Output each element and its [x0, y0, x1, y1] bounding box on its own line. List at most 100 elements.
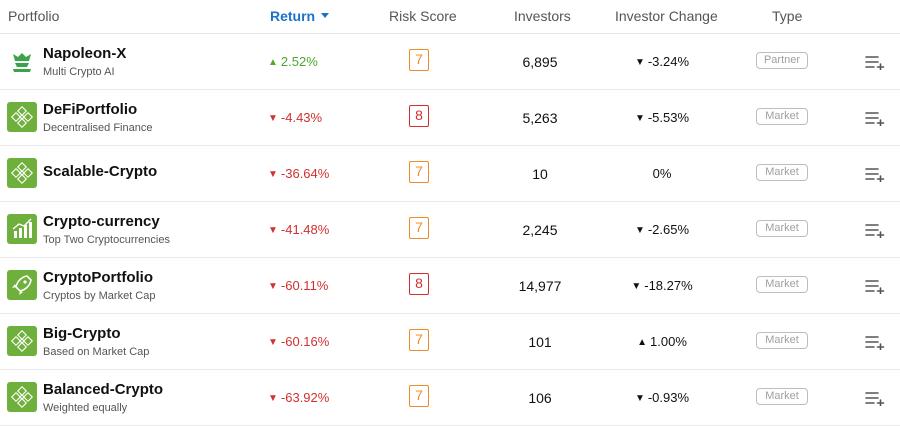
sort-desc-icon [321, 12, 330, 18]
return-text: -63.92% [280, 390, 330, 405]
investor-change-value: ▼ -18.27% [612, 278, 712, 293]
header-investors[interactable]: Investors [514, 8, 571, 24]
portfolio-name[interactable]: CryptoPortfolio [43, 269, 153, 286]
napoleon-helmet-icon[interactable] [7, 46, 37, 76]
add-to-list-icon[interactable] [865, 166, 885, 182]
risk-score-badge: 7 [409, 385, 429, 407]
investor-change-text: 1.00% [650, 334, 687, 349]
return-value: ▼ -60.11% [268, 278, 348, 293]
return-text: -41.48% [280, 222, 330, 237]
return-text: -60.16% [280, 334, 330, 349]
investor-change-text: -5.53% [647, 110, 690, 125]
return-text: -60.11% [280, 278, 329, 293]
arrow-down-icon: ▼ [268, 393, 278, 404]
type-badge: Market [756, 220, 808, 237]
header-type[interactable]: Type [772, 8, 803, 24]
investor-change-text: -2.65% [647, 222, 690, 237]
type-badge: Market [756, 332, 808, 349]
return-value: ▼ -60.16% [268, 334, 348, 349]
investors-count: 101 [528, 334, 552, 350]
investor-change-text: 0% [652, 166, 672, 181]
table-row[interactable]: Crypto-currency Top Two Cryptocurrencies ▼… [0, 202, 900, 258]
arrow-down-icon: ▼ [634, 225, 645, 236]
investors-count: 5,263 [522, 110, 558, 126]
add-to-list-icon[interactable] [865, 278, 885, 294]
arrow-down-icon: ▼ [268, 337, 278, 348]
portfolio-description: Cryptos by Market Cap [43, 290, 156, 302]
table-row[interactable]: Balanced-Crypto Weighted equally ▼ -63.92% 7… [0, 370, 900, 426]
header-return-label: Return [270, 8, 316, 24]
bar-chart-icon[interactable] [7, 214, 37, 244]
return-value: ▲ 2.52% [268, 54, 348, 69]
portfolio-description: Decentralised Finance [43, 122, 153, 134]
return-value: ▼ -41.48% [268, 222, 348, 237]
arrow-down-icon: ▼ [268, 225, 278, 236]
investor-change-value: ▼ -0.93% [612, 390, 712, 405]
table-header: Portfolio Return Risk Score Investors In… [0, 0, 900, 34]
portfolio-name[interactable]: Big-Crypto [43, 325, 121, 342]
arrow-down-icon: ▼ [634, 57, 645, 68]
arrow-down-icon: ▼ [631, 281, 642, 292]
risk-score-badge: 8 [409, 105, 429, 127]
investor-change-text: -0.93% [647, 390, 690, 405]
add-to-list-icon[interactable] [865, 54, 885, 70]
portfolio-description: Top Two Cryptocurrencies [43, 234, 170, 246]
table-row[interactable]: Big-Crypto Based on Market Cap ▼ -60.16% 7 10… [0, 314, 900, 370]
table-row[interactable]: DeFiPortfolio Decentralised Finance ▼ -4.43… [0, 90, 900, 146]
investor-change-value: ▼ -2.65% [612, 222, 712, 237]
investor-change-value: 0% [612, 166, 712, 181]
investor-change-text: -3.24% [647, 54, 690, 69]
return-text: -36.64% [280, 166, 330, 181]
arrow-down-icon: ▼ [268, 113, 278, 124]
investors-count: 106 [528, 390, 552, 406]
arrow-down-icon: ▼ [634, 393, 645, 404]
network-cubes-icon[interactable] [7, 158, 37, 188]
portfolio-description: Weighted equally [43, 402, 128, 414]
portfolio-name[interactable]: Scalable-Crypto [43, 163, 158, 180]
return-text: -4.43% [280, 110, 323, 125]
table-row[interactable]: Napoleon-X Multi Crypto AI ▲ 2.52% 7 6,895 ▼ -3… [0, 34, 900, 90]
header-investor-change[interactable]: Investor Change [615, 8, 718, 24]
risk-score-badge: 7 [409, 161, 429, 183]
arrow-up-icon: ▲ [637, 337, 648, 348]
investors-count: 6,895 [522, 54, 558, 70]
return-value: ▼ -4.43% [268, 110, 348, 125]
return-value: ▼ -36.64% [268, 166, 348, 181]
portfolio-name[interactable]: DeFiPortfolio [43, 101, 138, 118]
return-text: 2.52% [280, 54, 318, 69]
investor-change-value: ▲ 1.00% [612, 334, 712, 349]
network-cubes-icon[interactable] [7, 326, 37, 356]
risk-score-badge: 8 [409, 273, 429, 295]
rocket-icon[interactable] [7, 270, 37, 300]
portfolio-name[interactable]: Napoleon-X [43, 45, 127, 62]
type-badge: Partner [756, 52, 808, 69]
portfolio-description: Based on Market Cap [43, 346, 150, 358]
arrow-down-icon: ▼ [268, 281, 278, 292]
portfolio-name[interactable]: Crypto-currency [43, 213, 160, 230]
type-badge: Market [756, 388, 808, 405]
portfolio-description: Multi Crypto AI [43, 66, 115, 78]
type-badge: Market [756, 108, 808, 125]
table-row[interactable]: CryptoPortfolio Cryptos by Market Cap ▼ -60… [0, 258, 900, 314]
arrow-down-icon: ▼ [634, 113, 645, 124]
portfolio-name[interactable]: Balanced-Crypto [43, 381, 164, 398]
type-badge: Market [756, 276, 808, 293]
table-row[interactable]: Scalable-Crypto ▼ -36.64% 7 10 0% Market [0, 146, 900, 202]
investors-count: 10 [532, 166, 548, 182]
add-to-list-icon[interactable] [865, 110, 885, 126]
risk-score-badge: 7 [409, 49, 429, 71]
investor-change-value: ▼ -3.24% [612, 54, 712, 69]
add-to-list-icon[interactable] [865, 222, 885, 238]
arrow-up-icon: ▲ [268, 57, 278, 68]
investors-count: 14,977 [518, 278, 562, 294]
header-portfolio[interactable]: Portfolio [8, 8, 60, 24]
investors-count: 2,245 [522, 222, 558, 238]
network-cubes-icon[interactable] [7, 102, 37, 132]
header-risk-score[interactable]: Risk Score [389, 8, 457, 24]
network-cubes-icon[interactable] [7, 382, 37, 412]
investor-change-text: -18.27% [644, 278, 693, 293]
header-return[interactable]: Return [270, 8, 330, 24]
add-to-list-icon[interactable] [865, 390, 885, 406]
add-to-list-icon[interactable] [865, 334, 885, 350]
